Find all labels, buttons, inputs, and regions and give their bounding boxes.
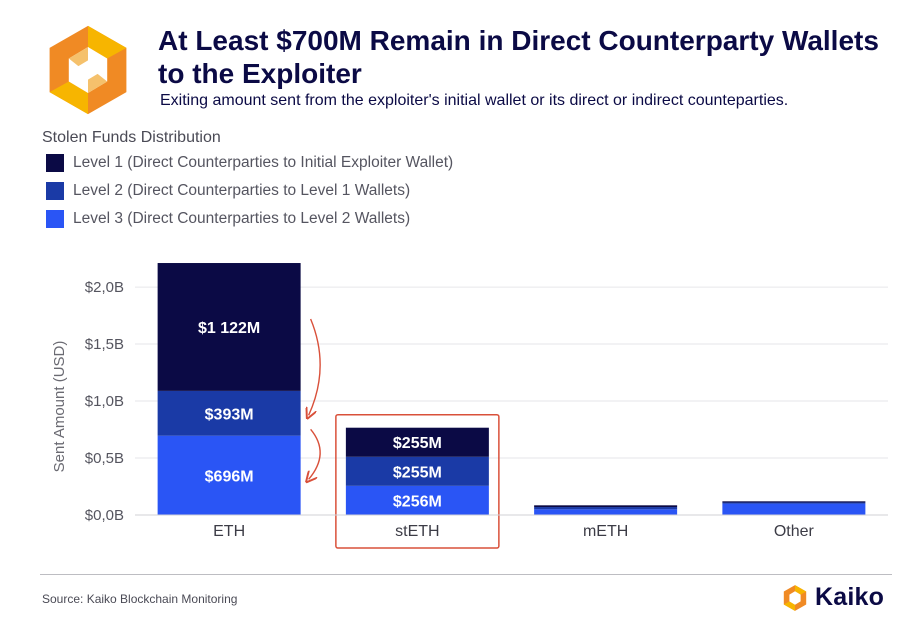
bar-segment-steth-level-3 bbox=[345, 485, 489, 515]
kaiko-hexagon-logo-icon bbox=[49, 25, 127, 115]
bar-segment-steth-level-2 bbox=[345, 456, 489, 486]
data-label: $255M bbox=[393, 464, 442, 481]
y-tick-label: $1,5B bbox=[85, 336, 124, 353]
legend-label-level-3: Level 3 (Direct Counterparties to Level … bbox=[73, 210, 411, 227]
data-label: $256M bbox=[393, 493, 442, 510]
x-tick-label: mETH bbox=[583, 523, 628, 540]
footer-divider bbox=[40, 574, 892, 575]
data-label: $696M bbox=[205, 468, 254, 485]
bar-segment-other-level-1 bbox=[722, 501, 866, 503]
legend-swatch-level-2 bbox=[46, 182, 64, 200]
chart-title: At Least $700M Remain in Direct Counterp… bbox=[158, 25, 879, 89]
legend-label-level-2: Level 2 (Direct Counterparties to Level … bbox=[73, 182, 411, 199]
y-tick-label: $0,0B bbox=[85, 507, 124, 524]
legend-item-level-3: Level 3 (Direct Counterparties to Level … bbox=[46, 209, 410, 229]
bar-segment-meth-level-1 bbox=[534, 505, 678, 508]
legend-item-level-1: Level 1 (Direct Counterparties to Initia… bbox=[46, 153, 453, 173]
highlight-box bbox=[335, 413, 500, 549]
y-tick-label: $2,0B bbox=[85, 279, 124, 296]
x-tick-label: stETH bbox=[395, 523, 439, 540]
y-axis-label: Sent Amount (USD) bbox=[51, 341, 68, 473]
y-tick-label: $1,0B bbox=[85, 393, 124, 410]
y-tick-label: $0,5B bbox=[85, 450, 124, 467]
data-label: $393M bbox=[205, 406, 254, 423]
kaiko-wordmark: Kaiko bbox=[815, 583, 885, 611]
bar-segment-eth-level-2 bbox=[157, 390, 301, 436]
legend-label-level-1: Level 1 (Direct Counterparties to Initia… bbox=[73, 154, 454, 171]
bar-segment-meth-level-2 bbox=[534, 507, 678, 510]
legend-title: Stolen Funds Distribution bbox=[42, 129, 221, 146]
source-note: Source: Kaiko Blockchain Monitoring bbox=[42, 592, 238, 606]
bar-segment-other-level-3 bbox=[722, 503, 866, 515]
data-label: $1 122M bbox=[198, 320, 260, 337]
kaiko-logo-icon bbox=[783, 585, 807, 611]
legend-item-level-2: Level 2 (Direct Counterparties to Level … bbox=[46, 181, 410, 201]
legend-swatch-level-1 bbox=[46, 154, 64, 172]
bar-segment-eth-level-1 bbox=[157, 263, 301, 391]
x-tick-label: Other bbox=[774, 523, 815, 540]
bar-segment-other-level-2 bbox=[722, 502, 866, 504]
data-label: $255M bbox=[393, 435, 442, 452]
bar-segment-meth-level-3 bbox=[534, 509, 678, 515]
bar-segment-eth-level-3 bbox=[157, 435, 301, 515]
flow-arrow-level2-to-level3 bbox=[309, 428, 321, 479]
flow-arrow-level1-to-level2 bbox=[309, 318, 321, 415]
x-tick-label: ETH bbox=[213, 523, 245, 540]
chart-subtitle: Exiting amount sent from the exploiter's… bbox=[160, 92, 789, 109]
bar-segment-steth-level-1 bbox=[345, 427, 489, 457]
legend-swatch-level-3 bbox=[46, 210, 64, 228]
